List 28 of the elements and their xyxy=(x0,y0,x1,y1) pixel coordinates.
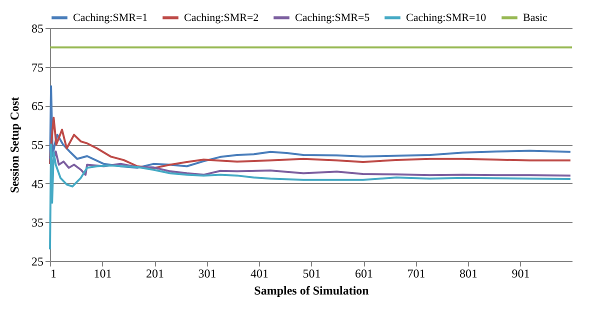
y-tick-label: 85 xyxy=(32,22,44,36)
y-tick-label: 25 xyxy=(32,254,44,268)
y-tick-label: 75 xyxy=(32,60,44,74)
x-tick-label: 801 xyxy=(460,266,478,280)
legend-label: Caching:SMR=2 xyxy=(184,12,259,24)
y-tick-label: 45 xyxy=(32,176,44,191)
legend-label: Basic xyxy=(523,12,548,24)
x-tick-label: 101 xyxy=(94,266,112,280)
x-tick-label: 301 xyxy=(198,266,216,280)
x-tick-label: 701 xyxy=(407,266,426,280)
y-tick-label: 35 xyxy=(32,216,44,230)
y-tick-label: 65 xyxy=(32,99,44,114)
line-series xyxy=(49,116,572,170)
x-tick-label: 401 xyxy=(250,266,269,280)
legend-label: Caching:SMR=10 xyxy=(406,12,487,24)
x-tick-label: 601 xyxy=(355,266,374,280)
x-tick-label: 201 xyxy=(146,266,164,280)
x-tick-label: 1 xyxy=(50,266,56,280)
y-tick-label: 55 xyxy=(32,138,44,152)
legend-label: Caching:SMR=1 xyxy=(73,12,148,24)
line-series xyxy=(49,150,572,177)
x-axis-title: Samples of Simulation xyxy=(254,284,370,298)
legend-label: Caching:SMR=5 xyxy=(295,12,370,24)
x-tick-label: 901 xyxy=(512,266,530,280)
x-tick-label: 501 xyxy=(302,266,321,280)
y-axis-title: Session Setup Cost xyxy=(8,96,22,194)
line-series xyxy=(49,85,572,169)
line-series xyxy=(49,144,572,250)
